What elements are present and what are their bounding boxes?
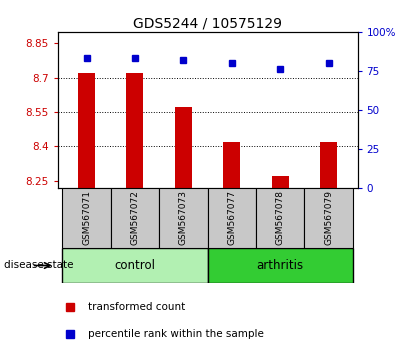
Text: arthritis: arthritis xyxy=(256,259,304,272)
Text: GSM567073: GSM567073 xyxy=(179,190,188,245)
Text: GSM567077: GSM567077 xyxy=(227,190,236,245)
Bar xyxy=(304,188,353,248)
Title: GDS5244 / 10575129: GDS5244 / 10575129 xyxy=(133,17,282,31)
Bar xyxy=(111,188,159,248)
Text: GSM567079: GSM567079 xyxy=(324,190,333,245)
Bar xyxy=(159,188,208,248)
Text: transformed count: transformed count xyxy=(88,302,185,312)
Text: percentile rank within the sample: percentile rank within the sample xyxy=(88,329,263,339)
Bar xyxy=(208,248,353,283)
Text: GSM567071: GSM567071 xyxy=(82,190,91,245)
Bar xyxy=(175,108,192,188)
Text: GSM567078: GSM567078 xyxy=(276,190,285,245)
Bar xyxy=(320,142,337,188)
Bar xyxy=(62,188,111,248)
Bar xyxy=(62,248,208,283)
Text: disease state: disease state xyxy=(4,261,74,270)
Bar xyxy=(272,176,289,188)
Bar xyxy=(208,188,256,248)
Bar xyxy=(127,73,143,188)
Bar xyxy=(256,188,304,248)
Bar xyxy=(78,73,95,188)
Text: GSM567072: GSM567072 xyxy=(130,190,139,245)
Bar xyxy=(223,142,240,188)
Text: control: control xyxy=(115,259,155,272)
